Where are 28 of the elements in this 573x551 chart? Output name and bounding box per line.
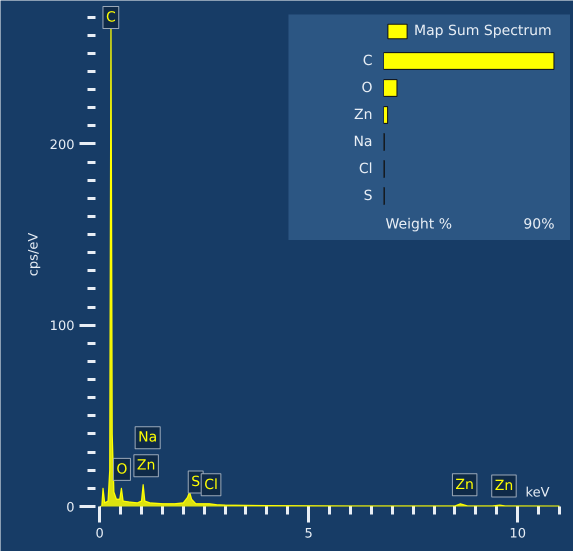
y-tick-label: C bbox=[362, 53, 373, 69]
y-tick-label: Cl bbox=[358, 161, 373, 177]
x-tick-label: 0 bbox=[96, 526, 104, 542]
x-tick-label: 5 bbox=[304, 526, 313, 542]
y-tick-label: S bbox=[364, 188, 373, 204]
annotation: Zn bbox=[455, 476, 474, 493]
bar bbox=[384, 79, 398, 97]
y-tick-label: 200 bbox=[50, 138, 75, 153]
y-tick-label: 0 bbox=[66, 500, 75, 516]
annotation: C bbox=[106, 10, 116, 26]
annotation: Na bbox=[138, 430, 158, 446]
annotation: S bbox=[191, 474, 200, 490]
annotation: O bbox=[116, 461, 128, 478]
bar bbox=[384, 106, 388, 124]
annotation: Cl bbox=[204, 476, 218, 493]
annotation: 90% bbox=[523, 216, 555, 232]
x-axis-title: keV bbox=[526, 486, 550, 500]
y-tick-label: 100 bbox=[50, 319, 75, 334]
x-axis-title: Weight % bbox=[386, 216, 452, 232]
legend-label: Map Sum Spectrum bbox=[414, 23, 552, 39]
y-axis-title: cps/eV bbox=[26, 232, 42, 276]
y-tick-label: O bbox=[361, 80, 373, 96]
annotation: Zn bbox=[494, 478, 514, 494]
x-tick-label: 10 bbox=[509, 526, 526, 542]
y-tick-label: Na bbox=[353, 134, 373, 150]
bar bbox=[384, 52, 554, 70]
annotation: Zn bbox=[136, 458, 156, 474]
y-tick-label: Zn bbox=[354, 107, 373, 123]
